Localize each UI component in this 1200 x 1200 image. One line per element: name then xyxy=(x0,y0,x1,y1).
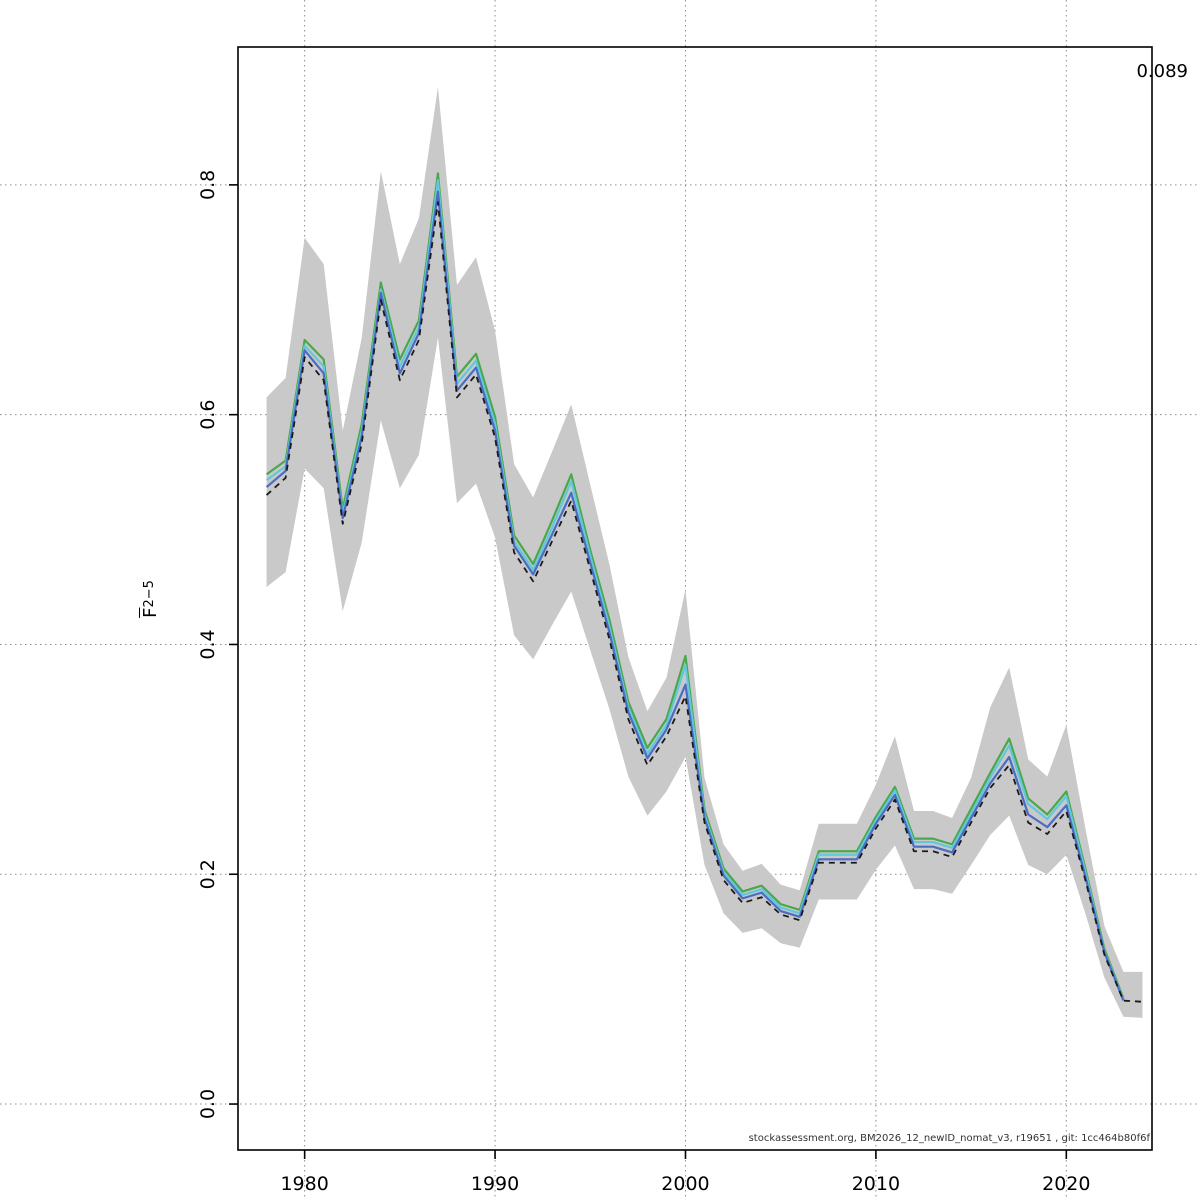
x-tick-label: 2010 xyxy=(852,1173,900,1195)
x-tick-label: 1980 xyxy=(280,1173,328,1195)
series-estimate-dashed xyxy=(265,201,1143,1003)
y-axis-title-main: F xyxy=(139,607,161,618)
final-value-label: 0.089 xyxy=(1136,61,1188,82)
x-tick-label: 2000 xyxy=(661,1173,709,1195)
y-tick-label: 0.8 xyxy=(197,170,219,200)
series-run-cyan xyxy=(265,179,1125,1000)
y-tick-label: 0.0 xyxy=(197,1089,219,1119)
series-run-blue xyxy=(265,190,1125,1002)
x-tick-label: 2020 xyxy=(1042,1173,1090,1195)
confidence-band xyxy=(266,87,1143,1018)
y-tick-label: 0.6 xyxy=(197,400,219,430)
y-tick-label: 0.4 xyxy=(197,629,219,659)
plot-border xyxy=(237,46,1153,1151)
source-caption: stockassessment.org, BM2026_12_newID_nom… xyxy=(748,1133,1150,1144)
y-tick-label: 0.2 xyxy=(197,859,219,889)
y-axis-title: F 2−5 xyxy=(139,580,161,618)
x-tick-label: 1990 xyxy=(471,1173,519,1195)
